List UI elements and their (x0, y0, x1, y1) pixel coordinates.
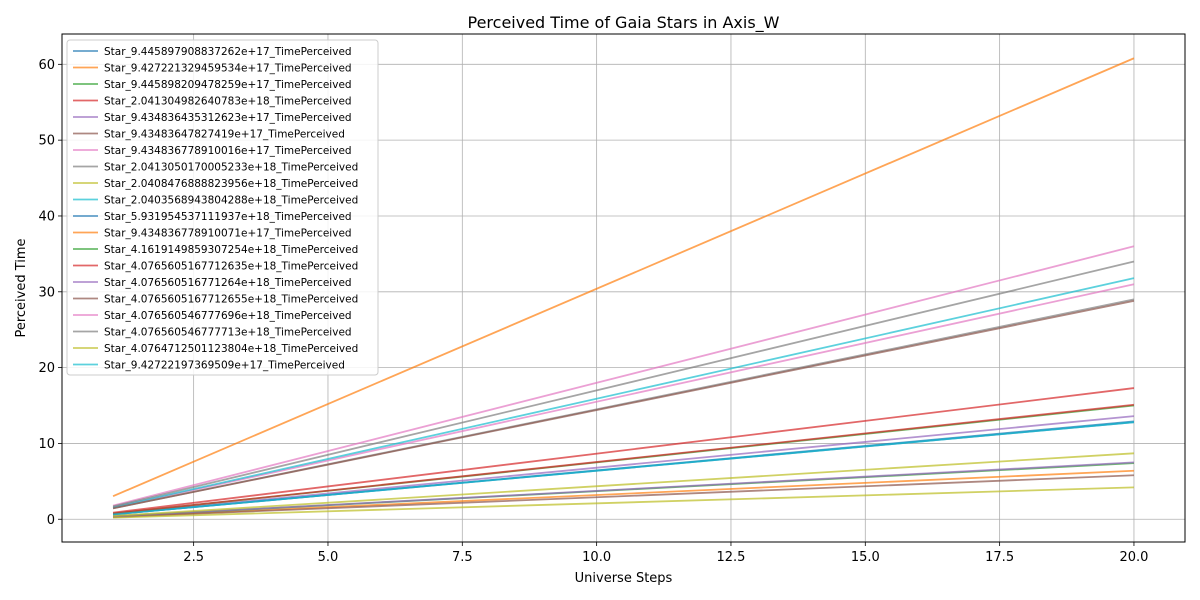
legend-box (66, 39, 379, 376)
series-line (112, 452, 1135, 517)
x-tick-label: 10.0 (582, 550, 611, 565)
y-tick-label: 20 (38, 361, 55, 376)
series-line (112, 421, 1135, 516)
series-line (113, 469, 1134, 518)
plot-frame (61, 33, 1186, 543)
legend-entry-label: Star_5.931954537111937e+18_TimePerceived (104, 211, 352, 223)
x-tick-label: 2.5 (183, 550, 204, 565)
x-tick-label: 12.5 (716, 550, 745, 565)
legend-entry-label: Star_2.041304982640783e+18_TimePerceived (104, 95, 352, 107)
x-tick-label: 15.0 (851, 550, 880, 565)
series-line (112, 300, 1135, 510)
series-line (112, 387, 1135, 514)
y-tick-label: 40 (38, 209, 55, 224)
series-line (112, 277, 1135, 509)
series-line (112, 283, 1135, 509)
legend-entry-label: Star_2.0403568943804288e+18_TimePerceive… (104, 194, 358, 206)
legend-entry-label: Star_9.43483647827419e+17_TimePerceived (104, 128, 345, 140)
legend-entry-label: Star_4.076560546777696e+18_TimePerceived (104, 310, 352, 322)
x-tick-label: 17.5 (985, 550, 1014, 565)
x-tick-label: 5.0 (318, 550, 339, 565)
legend-entry-label: Star_4.0765605167712655e+18_TimePerceive… (104, 293, 358, 305)
series-line (112, 260, 1135, 508)
series-line (112, 57, 1135, 498)
series-line (113, 486, 1134, 519)
legend-entry-label: Star_9.445897908837262e+17_TimePerceived (104, 46, 352, 58)
legend: Star_9.445897908837262e+17_TimePerceived… (66, 39, 379, 376)
legend-entry-label: Star_9.434836778910071e+17_TimePerceived (104, 227, 352, 239)
legend-entry-label: Star_2.0413050170005233e+18_TimePerceive… (104, 161, 358, 173)
x-axis-title: Universe Steps (575, 571, 673, 586)
y-axis-title: Perceived Time (14, 238, 29, 337)
axis-ticks: 2.5 5.0 7.5 10.0 12.5 15.0 17.5 20.0 0 10 20 30 40 50… (38, 58, 1148, 565)
legend-entry-label: Star_4.0764712501123804e+18_TimePerceive… (104, 343, 358, 355)
legend-entry-label: Star_4.076560546777713e+18_TimePerceived (104, 326, 352, 338)
series-line (112, 415, 1135, 515)
chart-title: Perceived Time of Gaia Stars in Axis_W (468, 13, 780, 33)
legend-entry-label: Star_9.427221329459534e+17_TimePerceived (104, 62, 352, 74)
series-line (113, 461, 1134, 518)
y-tick-label: 50 (38, 134, 55, 149)
legend-entry-label: Star_9.445898209478259e+17_TimePerceived (104, 79, 352, 91)
legend-entry-label: Star_9.42722197369509e+17_TimePerceived (104, 359, 345, 371)
x-tick-label: 20.0 (1119, 550, 1148, 565)
grid (62, 34, 1185, 542)
y-tick-label: 0 (47, 513, 55, 528)
legend-entry-label: Star_4.0765605167712635e+18_TimePerceive… (104, 260, 358, 272)
legend-entry-label: Star_9.434836778910016e+17_TimePerceived (104, 145, 352, 157)
legend-entry-label: Star_4.076560516771264e+18_TimePerceived (104, 277, 352, 289)
series-line (112, 245, 1135, 507)
y-tick-label: 60 (38, 58, 55, 73)
series-line (112, 403, 1135, 515)
y-tick-label: 10 (38, 437, 55, 452)
series-lines (112, 57, 1135, 519)
legend-entry-label: Star_2.0408476888823956e+18_TimePerceive… (104, 178, 358, 190)
legend-entry-label: Star_9.434836435312623e+17_TimePerceived (104, 112, 352, 124)
series-line (113, 474, 1134, 518)
x-tick-label: 7.5 (452, 550, 473, 565)
legend-entry-label: Star_4.1619149859307254e+18_TimePerceive… (104, 244, 358, 256)
y-tick-label: 30 (38, 285, 55, 300)
